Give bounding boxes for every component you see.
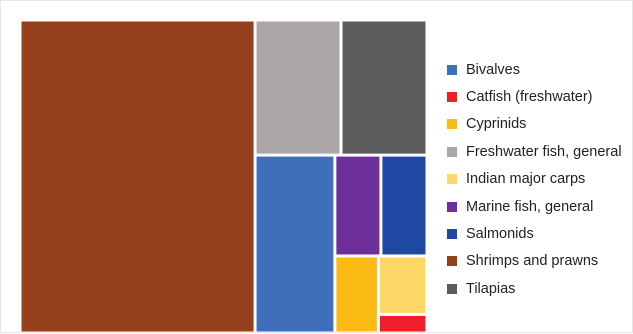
legend-label: Freshwater fish, general [466,143,622,160]
legend-label: Catfish (freshwater) [466,89,593,106]
legend-item-freshwater-fish-general: Freshwater fish, general [447,138,632,165]
legend-item-indian-major-carps: Indian major carps [447,166,632,193]
treemap-tile-indian-major-carps [379,257,426,313]
legend-label: Salmonids [466,226,534,243]
treemap-tile-catfish-freshwater [379,315,426,332]
treemap-tile-freshwater-fish-general [256,21,340,154]
legend-swatch [447,256,457,267]
legend-label: Marine fish, general [466,198,594,215]
chart-legend: Bivalves Catfish (freshwater) Cyprinids Fre… [447,56,632,303]
legend-item-salmonids: Salmonids [447,220,632,247]
treemap-tile-marine-fish-general [336,156,380,255]
legend-label: Cyprinids [466,116,527,133]
treemap-tile-cyprinids [336,257,377,332]
legend-swatch [447,283,457,294]
legend-label: Indian major carps [466,171,586,188]
legend-item-marine-fish-general: Marine fish, general [447,193,632,220]
legend-swatch [447,201,457,212]
legend-swatch [447,64,457,75]
legend-swatch [447,92,457,103]
treemap-tile-bivalves [256,156,334,332]
legend-item-bivalves: Bivalves [447,56,632,83]
treemap-tile-tilapias [342,21,426,154]
legend-item-shrimps-and-prawns: Shrimps and prawns [447,248,632,275]
legend-item-tilapias: Tilapias [447,275,632,302]
legend-swatch [447,174,457,185]
legend-item-catfish-freshwater: Catfish (freshwater) [447,83,632,110]
legend-label: Shrimps and prawns [466,253,599,270]
legend-item-cyprinids: Cyprinids [447,111,632,138]
legend-swatch [447,119,457,130]
treemap-tile-salmonids [382,156,426,255]
legend-swatch [447,146,457,157]
legend-swatch [447,229,457,240]
treemap-tile-shrimps-and-prawns [21,21,254,332]
legend-label: Tilapias [466,280,516,297]
legend-label: Bivalves [466,61,520,78]
